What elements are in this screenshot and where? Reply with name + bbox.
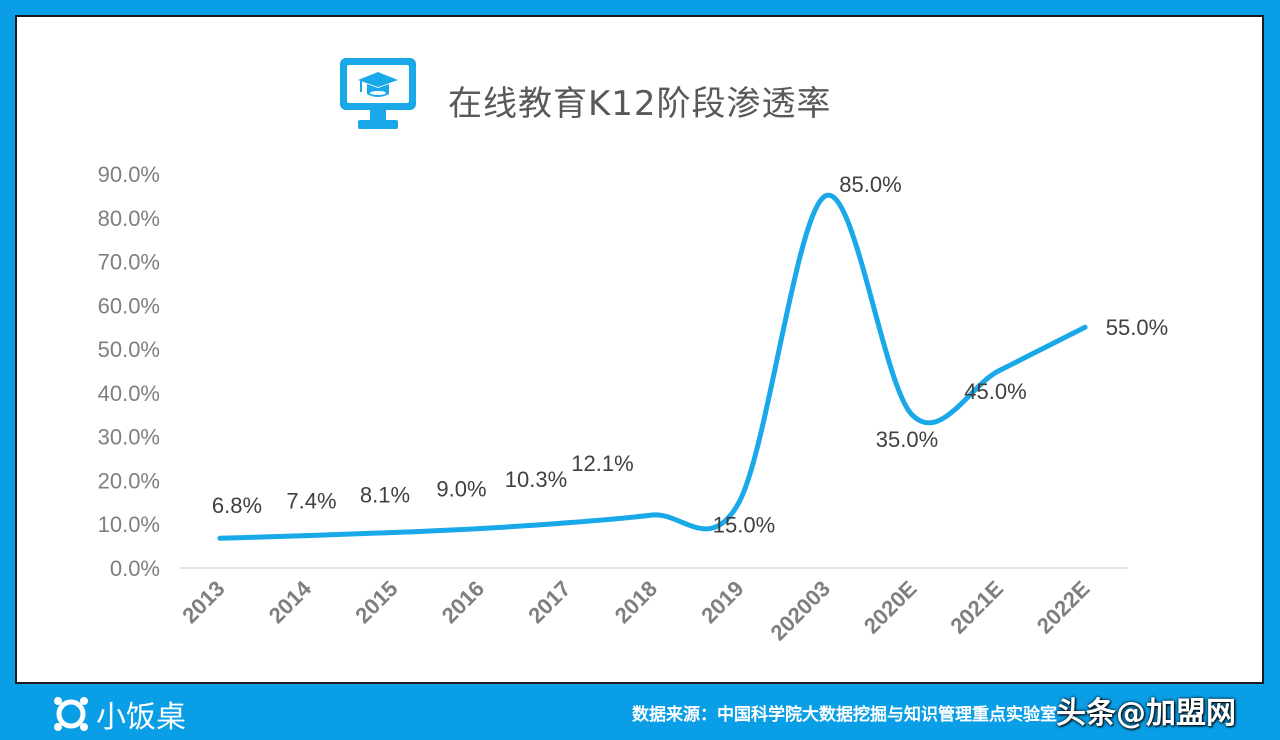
y-tick-label: 40.0% [98,381,160,406]
y-tick-label: 70.0% [98,250,160,275]
data-point [217,535,223,541]
x-tick-label: 2015 [350,576,402,628]
y-tick-label: 30.0% [98,425,160,450]
x-tick-label: 2018 [610,576,662,628]
y-tick-label: 50.0% [98,337,160,362]
x-tick-label: 2017 [523,576,575,628]
data-point [304,533,309,539]
y-tick-label: 10.0% [98,512,160,537]
data-label: 15.0% [713,512,775,537]
data-label: 6.8% [212,493,262,518]
watermark: 头条@加盟网 [1056,696,1236,731]
data-point [736,499,742,505]
graduation-cap-monitor-icon [340,58,416,129]
x-tick-label: 2014 [264,575,317,628]
data-point [996,368,1001,374]
data-label: 12.1% [571,451,633,476]
data-point [823,193,828,199]
data-label: 7.4% [286,489,336,514]
data-point [563,520,569,526]
y-tick-label: 0.0% [110,556,160,581]
data-label: 45.0% [964,379,1026,404]
data-point [909,412,915,418]
x-tick-label: 202003 [765,576,835,646]
data-label: 8.1% [360,483,410,508]
data-label: 55.0% [1106,315,1168,340]
data-point [1082,324,1088,330]
chart-panel [15,15,1264,684]
series-line [217,193,1088,541]
data-point [477,526,482,532]
x-tick-label: 2019 [696,576,748,628]
y-tick-label: 80.0% [98,206,160,231]
chart-title: 在线教育K12阶段渗透率 [448,84,832,124]
y-tick-label: 20.0% [98,468,160,493]
data-point [390,530,396,536]
x-tick-label: 2013 [177,576,229,628]
y-tick-label: 60.0% [98,293,160,318]
footer-logo: 小饭桌 [52,692,186,736]
data-label: 85.0% [839,172,901,197]
y-tick-label: 90.0% [98,162,160,187]
x-tick-label: 2021E [945,576,1008,639]
data-label: 10.3% [505,467,567,492]
data-source: 数据来源：中国科学院大数据挖掘与知识管理重点实验室 [632,705,1057,725]
x-tick-label: 2022E [1032,576,1095,639]
data-point [650,512,655,518]
x-tick-label: 2020E [859,576,922,639]
x-tick-label: 2016 [437,576,489,628]
data-label: 35.0% [876,427,938,452]
logo-icon [54,697,88,731]
data-label: 9.0% [436,477,486,502]
logo-text: 小饭桌 [96,700,186,735]
